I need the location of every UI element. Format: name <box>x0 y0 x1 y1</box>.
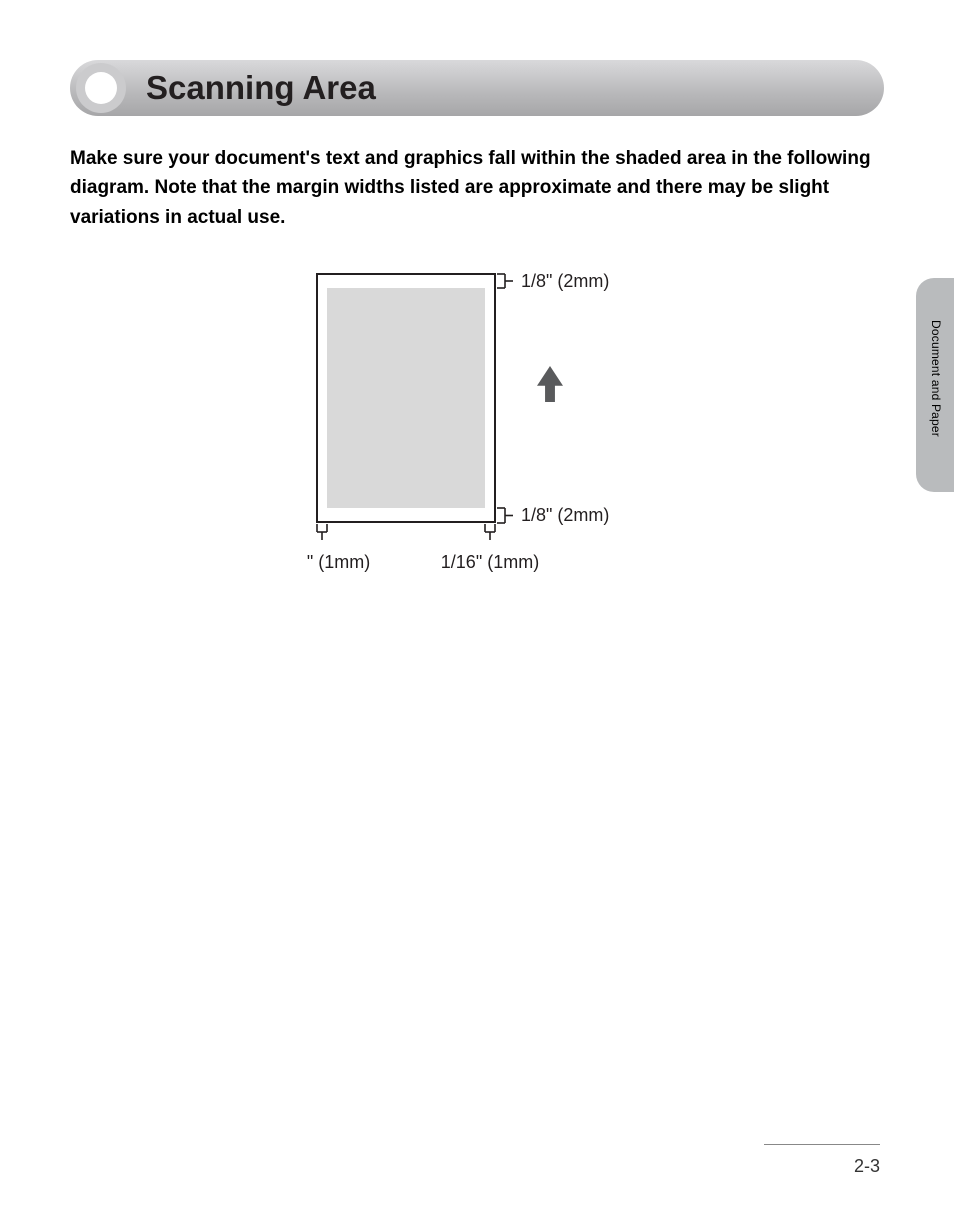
svg-text:1/8" (2mm): 1/8" (2mm) <box>521 505 609 525</box>
diagram-container: 1/8" (2mm) 1/8" (2mm) 1/16" (1mm) 1/16" (1m… <box>70 266 884 586</box>
page-number: 2-3 <box>854 1156 880 1177</box>
section-heading: Scanning Area <box>70 60 884 116</box>
footer-rule <box>764 1144 880 1145</box>
svg-text:1/16" (1mm): 1/16" (1mm) <box>441 552 539 572</box>
intro-paragraph: Make sure your document's text and graph… <box>70 144 884 232</box>
heading-circle-icon <box>76 63 126 113</box>
chapter-tab-label: Document and Paper <box>929 320 943 437</box>
scanning-area-diagram: 1/8" (2mm) 1/8" (2mm) 1/16" (1mm) 1/16" (1m… <box>307 266 647 586</box>
heading-text: Scanning Area <box>146 69 376 107</box>
svg-text:1/8" (2mm): 1/8" (2mm) <box>521 271 609 291</box>
svg-text:1/16" (1mm): 1/16" (1mm) <box>307 552 370 572</box>
page: Scanning Area Make sure your document's … <box>0 0 954 586</box>
